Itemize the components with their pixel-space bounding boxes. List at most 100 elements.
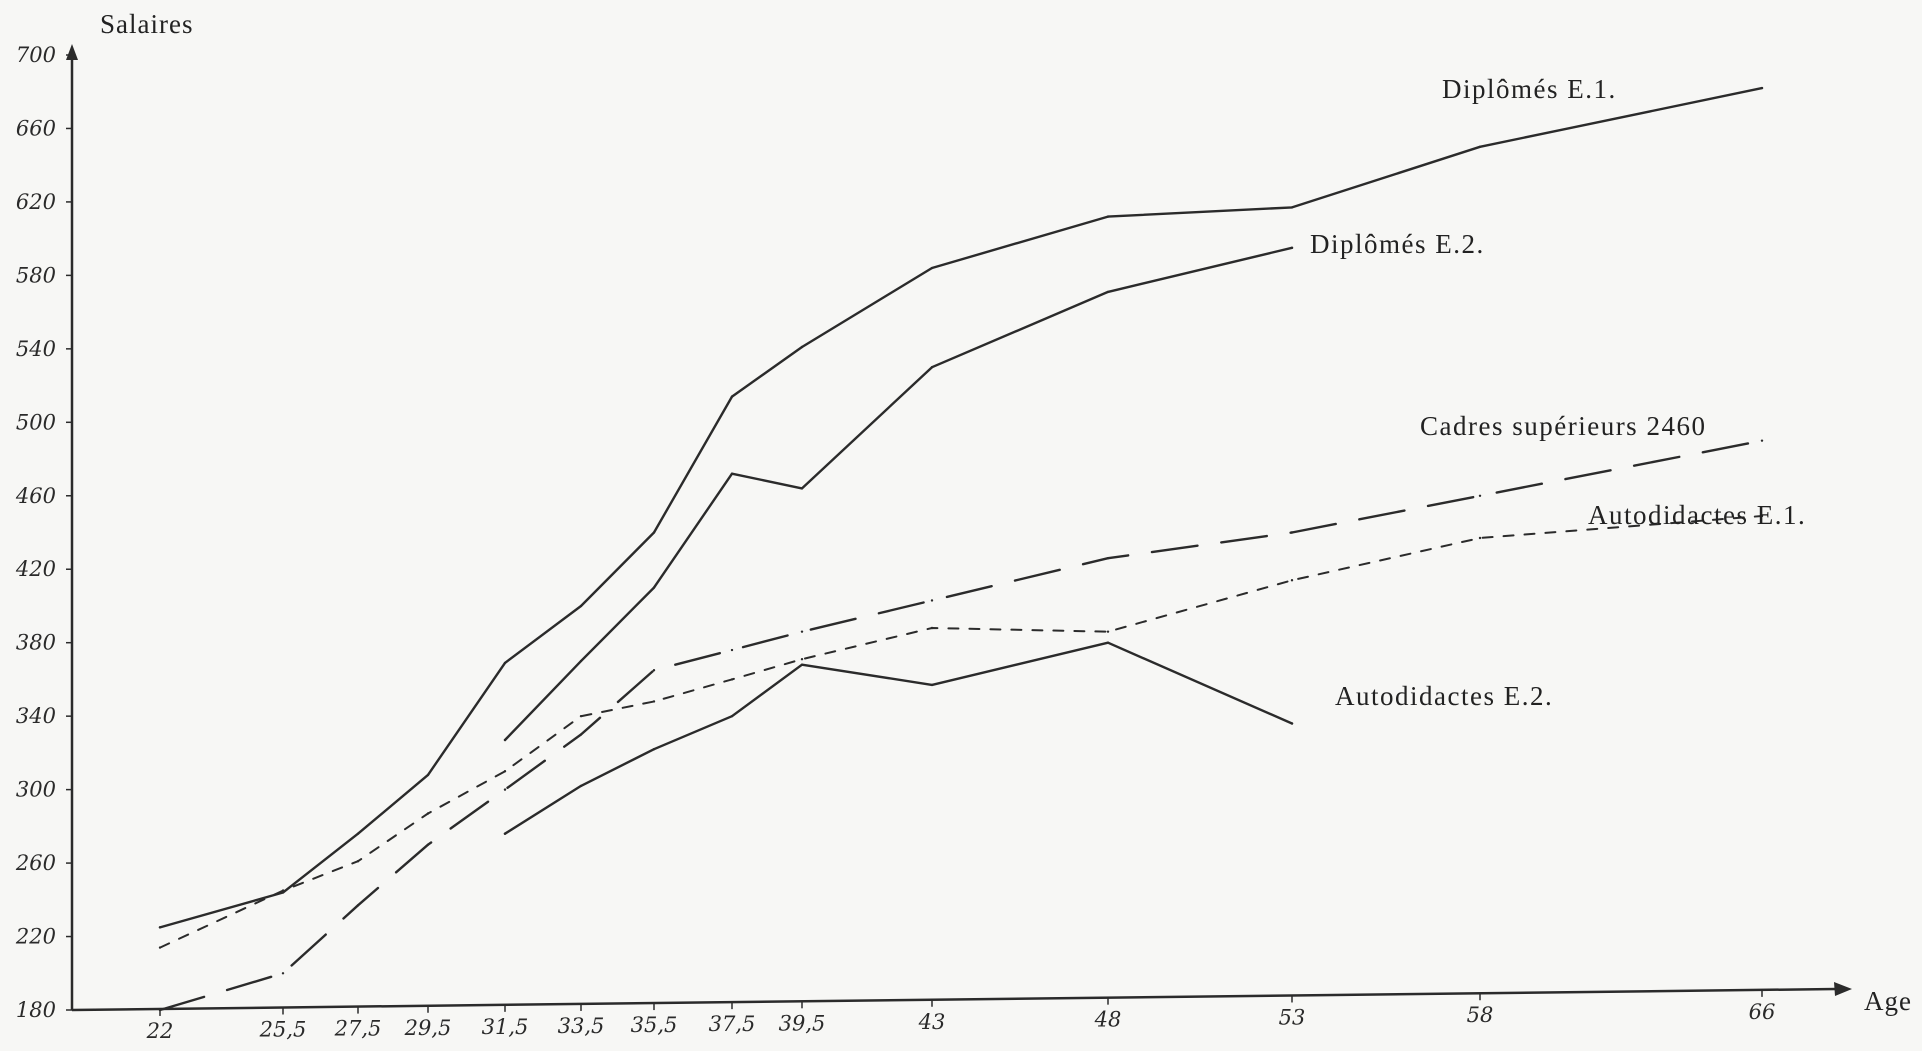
series-point-3	[1106, 557, 1110, 560]
x-axis-line	[71, 987, 1837, 1012]
x-tick-label: 48	[1094, 1008, 1122, 1032]
series-point-5	[579, 784, 583, 788]
series	[158, 86, 1764, 1012]
y-tick-label: 300	[16, 778, 56, 802]
series-point-5	[800, 663, 804, 666]
series-line-2	[503, 246, 1294, 742]
series-point-3	[1290, 531, 1294, 534]
series-point-5	[652, 748, 656, 751]
y-tick-label: 500	[16, 410, 56, 434]
series-point-3	[730, 648, 734, 652]
x-tick-label: 22	[146, 1019, 174, 1043]
series-point-1	[930, 266, 934, 270]
series-point-2	[1106, 290, 1110, 294]
series-line-5	[503, 641, 1294, 835]
series-point-3	[1478, 494, 1482, 497]
y-tick-label: 620	[16, 190, 56, 214]
series-point-4	[1760, 514, 1764, 518]
x-tick-label: 66	[1749, 1000, 1776, 1024]
y-tick-label: 380	[16, 631, 56, 655]
y-axis-title: Salaires	[100, 9, 193, 39]
y-tick-label: 460	[15, 484, 56, 508]
series-point-4	[1106, 630, 1110, 633]
series-point-1	[800, 345, 804, 349]
ticks: 180 220 260 300 340 380 420 460 500 540 580 620 660 7…	[15, 43, 1775, 1043]
series-point-3	[579, 733, 583, 736]
x-tick-label: 43	[918, 1010, 946, 1034]
series-point-3	[426, 843, 430, 846]
series-point-5	[1106, 641, 1110, 644]
series-point-4	[503, 770, 507, 773]
axes: Salaires Age	[66, 9, 1912, 1016]
y-axis-arrow	[66, 44, 78, 60]
series-label-5: Autodidactes E.2.	[1335, 681, 1553, 711]
series-line-4	[159, 515, 1763, 949]
y-tick-label: 540	[16, 337, 56, 361]
series-point-3	[281, 972, 285, 975]
series-point-1	[1760, 86, 1764, 90]
x-tick-label: 58	[1467, 1003, 1494, 1027]
series-point-4	[930, 626, 934, 630]
y-tick-label: 660	[16, 116, 56, 140]
x-tick-label: 53	[1279, 1005, 1306, 1029]
series-point-1	[1290, 206, 1294, 209]
series-point-3	[800, 630, 804, 633]
series-point-4	[356, 860, 360, 863]
series-point-1	[356, 832, 360, 835]
series-point-2	[800, 487, 804, 490]
series-point-5	[1290, 722, 1294, 725]
series-point-4	[730, 678, 734, 681]
series-point-4	[426, 812, 430, 815]
y-tick-label: 220	[15, 925, 56, 949]
series-line-1	[158, 86, 1764, 929]
series-point-5	[503, 832, 507, 835]
series-point-3	[930, 599, 934, 602]
series-point-2	[930, 366, 934, 369]
series-point-1	[579, 604, 583, 608]
y-tick-label: 580	[16, 263, 56, 287]
y-tick-label: 260	[15, 851, 56, 875]
series-point-4	[652, 700, 656, 703]
series-point-4	[1290, 579, 1294, 582]
x-tick-label: 39,5	[779, 1011, 826, 1035]
series-point-1	[1478, 145, 1482, 149]
x-tick-label: 25,5	[259, 1017, 307, 1041]
x-tick-label: 33,5	[558, 1014, 605, 1038]
y-tick-label: 700	[16, 43, 56, 67]
series-label-1: Diplômés E.1.	[1442, 74, 1617, 104]
series-point-1	[426, 773, 430, 777]
series-point-2	[652, 586, 656, 589]
x-tick-label: 31,5	[482, 1015, 529, 1039]
x-axis-arrow	[1834, 982, 1852, 996]
series-label-4: Autodidactes E.1.	[1588, 500, 1806, 530]
series-point-1	[652, 531, 656, 534]
series-labels: Diplômés E.1. Diplômés E.2. Cadres supérie…	[1310, 74, 1806, 711]
series-point-4	[1478, 536, 1482, 540]
series-point-3	[503, 788, 507, 791]
series-point-3	[652, 669, 656, 672]
x-tick-label: 35,5	[631, 1013, 678, 1037]
x-axis-title: Age	[1864, 986, 1912, 1016]
series-point-1	[730, 395, 734, 398]
series-point-2	[730, 472, 734, 475]
series-point-2	[579, 659, 583, 663]
series-point-3	[356, 904, 360, 907]
series-point-1	[1106, 215, 1110, 218]
series-point-4	[579, 714, 583, 718]
series-point-2	[503, 738, 507, 742]
y-tick-label: 420	[15, 557, 56, 581]
series-label-2: Diplômés E.2.	[1310, 229, 1485, 259]
series-point-4	[800, 658, 804, 661]
y-tick-label: 180	[16, 998, 56, 1022]
y-tick-label: 340	[16, 704, 56, 728]
series-point-1	[158, 926, 162, 929]
series-point-3	[158, 1008, 162, 1012]
series-point-5	[930, 683, 934, 687]
series-point-5	[730, 714, 734, 718]
series-point-3	[1760, 439, 1764, 442]
x-tick-label: 29,5	[404, 1016, 452, 1040]
series-point-1	[503, 661, 507, 665]
series-label-3: Cadres supérieurs 2460	[1420, 411, 1706, 441]
